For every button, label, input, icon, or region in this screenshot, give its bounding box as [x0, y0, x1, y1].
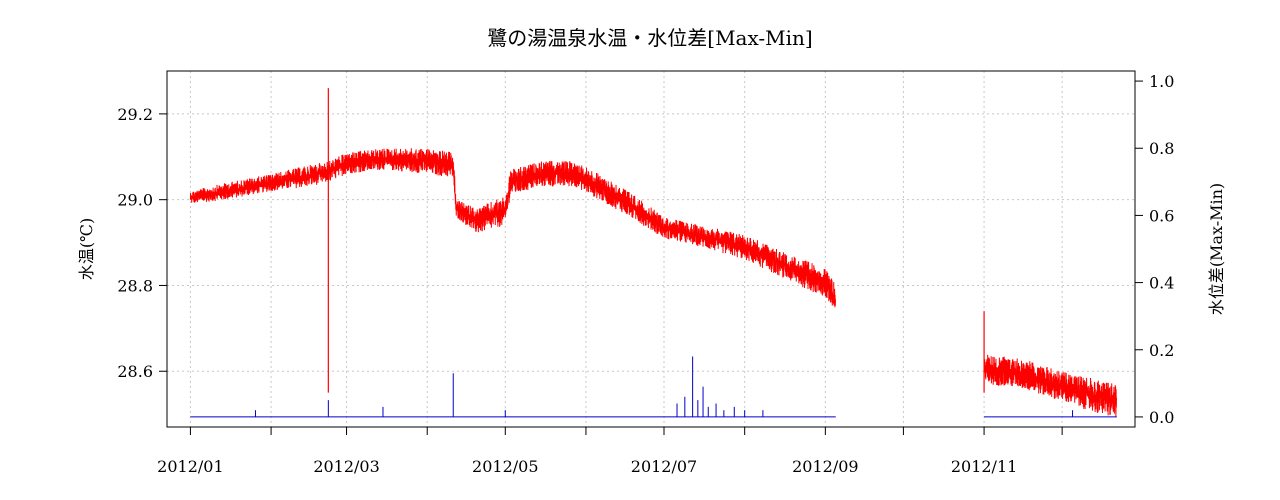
- y-tick-label-left: 29.2: [117, 105, 153, 124]
- temperature-series-segment: [983, 354, 1117, 417]
- y-axis-label-left: 水温(℃): [77, 218, 96, 280]
- data-layer: [189, 88, 1117, 418]
- temperature-series-segment: [189, 148, 836, 308]
- x-tick-label: 2012/07: [631, 457, 697, 476]
- y-tick-label-right: 0.2: [1149, 341, 1174, 360]
- y-tick-label-right: 1.0: [1149, 72, 1174, 91]
- chart-title: 鷺の湯温泉水温・水位差[Max-Min]: [487, 26, 812, 50]
- x-tick-label: 2012/09: [792, 457, 858, 476]
- x-tick-label: 2012/01: [157, 457, 223, 476]
- y-tick-label-right: 0.4: [1149, 274, 1174, 293]
- y-tick-label-right: 0.6: [1149, 206, 1174, 225]
- y-tick-label-left: 29.0: [117, 191, 153, 210]
- y-tick-label-right: 0.8: [1149, 139, 1174, 158]
- y-tick-label-right: 0.0: [1149, 408, 1174, 427]
- x-tick-label: 2012/03: [313, 457, 379, 476]
- plot-frame: [166, 70, 1136, 428]
- x-tick-label: 2012/11: [951, 457, 1017, 476]
- y-axis-label-right: 水位差(Max-Min): [1207, 183, 1226, 315]
- y-tick-label-left: 28.6: [117, 362, 153, 381]
- x-tick-label: 2012/05: [472, 457, 538, 476]
- y-tick-label-left: 28.8: [117, 276, 153, 295]
- axis-layer: 2012/01 2012/03 2012/05 2012/07 2012/09 2012/…: [117, 72, 1174, 476]
